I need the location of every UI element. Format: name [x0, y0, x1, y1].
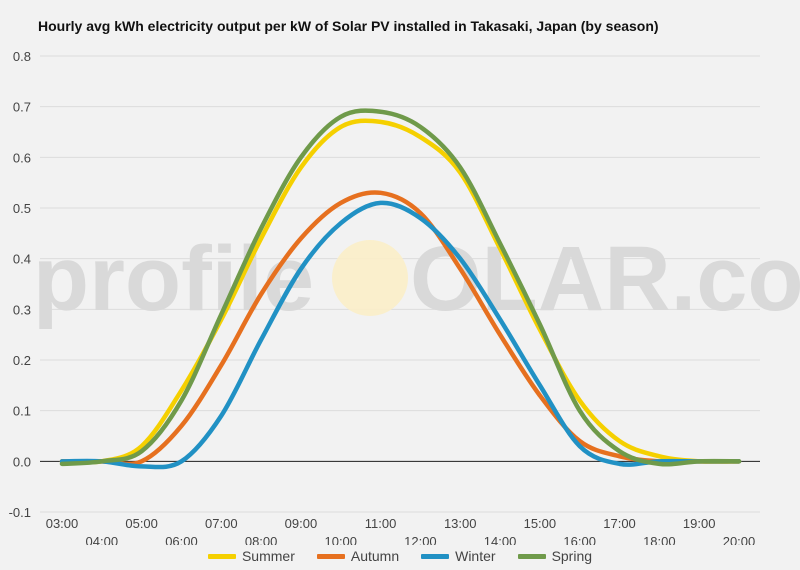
legend-swatch	[421, 553, 450, 559]
y-axis-ticks: 0.8 0.7 0.6 0.5 0.4 0.3 0.2 0.1 0.0 -0.1	[9, 49, 31, 520]
x-tick-label: 11:00	[365, 516, 397, 531]
y-tick-label: 0.3	[13, 302, 31, 317]
y-tick-label: 0.2	[13, 353, 31, 368]
x-tick-label: 13:00	[444, 516, 477, 531]
y-tick-label: -0.1	[9, 505, 31, 520]
x-tick-label: 12:00	[404, 534, 437, 545]
x-tick-label: 20:00	[723, 534, 756, 545]
watermark-text-left: profile	[33, 228, 314, 330]
watermark: profile S OLAR.com	[33, 228, 800, 330]
line-chart: profile S OLAR.com 0.8 0.7 0.6 0.5 0.4 0.3 0.2…	[9, 49, 800, 545]
x-tick-label: 05:00	[125, 516, 158, 531]
x-tick-label: 17:00	[603, 516, 636, 531]
y-tick-label: 0.0	[13, 454, 31, 469]
chart-title: Hourly avg kWh electricity output per kW…	[38, 18, 659, 34]
x-tick-label: 06:00	[165, 534, 198, 545]
x-tick-label: 03:00	[46, 516, 79, 531]
x-tick-label: 09:00	[285, 516, 318, 531]
legend-item-winter: Winter	[421, 548, 496, 564]
x-tick-label: 19:00	[683, 516, 716, 531]
legend: Summer Autumn Winter Spring	[0, 548, 800, 564]
series-layer	[59, 108, 742, 470]
y-tick-label: 0.4	[13, 252, 31, 267]
series-line-summer	[59, 118, 742, 465]
legend-label: Summer	[241, 548, 295, 564]
y-tick-label: 0.5	[13, 201, 31, 216]
legend-swatch	[517, 553, 546, 559]
x-tick-label: 14:00	[484, 534, 517, 545]
series-line-autumn	[59, 190, 742, 467]
legend-label: Winter	[455, 548, 496, 564]
series-line-spring	[59, 108, 742, 467]
x-axis-ticks: 03:00 04:00 05:00 06:00 07:00 08:00 09:00 10:00…	[46, 516, 756, 545]
series-line-winter	[59, 200, 742, 470]
x-tick-label: 08:00	[245, 534, 278, 545]
y-tick-label: 0.8	[13, 49, 31, 64]
legend-label: Spring	[551, 548, 593, 564]
y-tick-label: 0.1	[13, 404, 31, 419]
y-tick-label: 0.7	[13, 100, 31, 115]
x-tick-label: 15:00	[524, 516, 557, 531]
legend-item-spring: Spring	[517, 548, 593, 564]
legend-swatch	[207, 553, 236, 559]
legend-label: Autumn	[350, 548, 400, 564]
legend-item-autumn: Autumn	[316, 548, 400, 564]
x-tick-label: 10:00	[324, 534, 357, 545]
watermark-sun	[332, 240, 408, 316]
legend-swatch	[316, 553, 345, 559]
x-tick-label: 04:00	[86, 534, 119, 545]
x-tick-label: 16:00	[563, 534, 596, 545]
y-tick-label: 0.6	[13, 150, 31, 165]
legend-item-summer: Summer	[207, 548, 295, 564]
x-tick-label: 07:00	[205, 516, 238, 531]
x-tick-label: 18:00	[643, 534, 676, 545]
